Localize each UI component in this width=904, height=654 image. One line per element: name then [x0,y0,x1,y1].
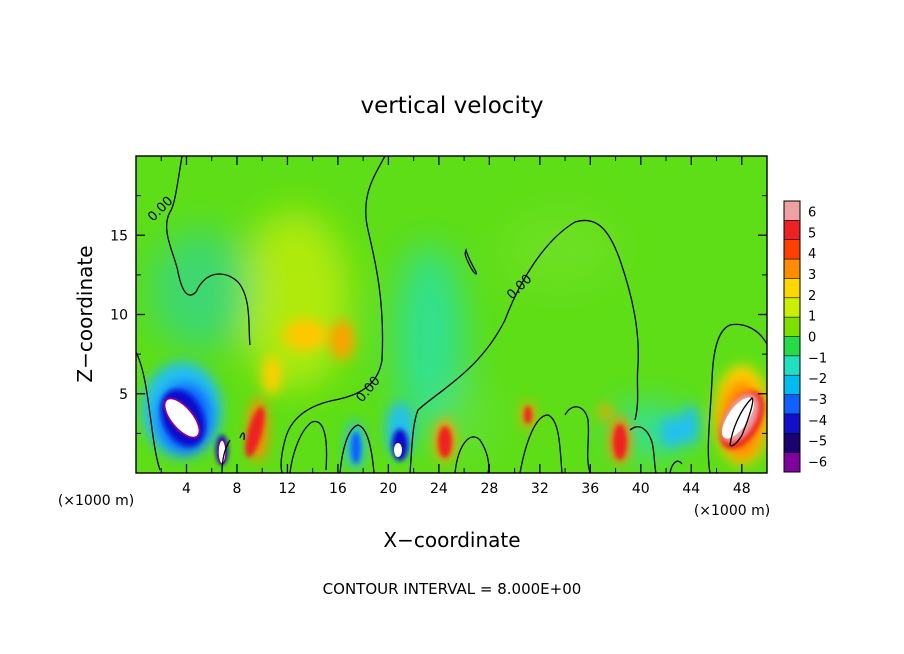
colorbar-swatch [784,336,800,357]
chart-title: vertical velocity [361,93,544,119]
colorbar-swatch [784,239,800,260]
x-tick-label: 28 [480,481,498,497]
colorbar-label: 1 [808,310,816,325]
colorbar-label: −5 [808,435,827,450]
x-tick-label: 8 [232,481,241,497]
colorbar-label: 0 [808,331,816,346]
colorbar-swatch [784,355,800,376]
contour-lines [136,156,767,473]
core-negative-3 [394,443,402,457]
colorbar-swatch [784,201,800,221]
x-tick-label: 12 [279,481,297,497]
colorbar-label: −3 [808,393,827,408]
heatmap-field [136,156,767,473]
x-unit-left: (×1000 m) [58,493,134,509]
x-tick-label: 40 [632,481,650,497]
colorbar-label: −2 [808,372,827,387]
x-tick-label: 16 [329,481,347,497]
core-negative-1 [163,397,201,439]
colorbar-swatch [784,259,800,279]
x-unit-right: (×1000 m) [694,503,770,519]
x-tick-label: 24 [430,481,448,497]
colorbar-label: 2 [808,289,816,304]
x-tick-label: 48 [733,481,751,497]
colorbar-swatch [784,375,800,396]
x-tick-label: 32 [531,481,549,497]
x-tick-label: 44 [682,481,700,497]
colorbar-swatch [784,452,800,473]
contour-interval: CONTOUR INTERVAL = 8.000E+00 [323,580,582,598]
colorbar: 6 5 4 3 2 1 0 −1 −2 −3 −4 −5 −6 [783,200,827,473]
x-axis-label: X−coordinate [383,528,520,552]
x-tick-label: 4 [182,481,191,497]
colorbar-swatch [784,278,800,299]
colorbar-swatch [784,297,800,318]
x-tick-label: 20 [379,481,397,497]
colorbar-swatch [784,433,800,454]
colorbar-label: −6 [808,456,827,471]
colorbar-label: 6 [808,205,816,220]
x-tick-label: 36 [581,481,599,497]
colorbar-label: −1 [808,351,827,366]
colorbar-swatch [784,317,800,337]
colorbar-swatch [784,413,800,434]
y-tick-label: 15 [110,228,128,244]
x-axis: 4 8 12 16 20 24 28 32 36 40 44 48 [160,156,751,497]
y-axis: 5 10 15 [110,195,767,434]
colorbar-label: 3 [808,268,816,283]
colorbar-label: 5 [808,226,816,241]
y-tick-label: 10 [110,308,128,324]
colorbar-label: −4 [808,414,827,429]
y-tick-label: 5 [119,387,128,403]
colorbar-label: 4 [808,247,816,262]
y-axis-label: Z−coordinate [73,245,97,382]
colorbar-swatch [784,220,800,241]
colorbar-swatch [784,394,800,415]
